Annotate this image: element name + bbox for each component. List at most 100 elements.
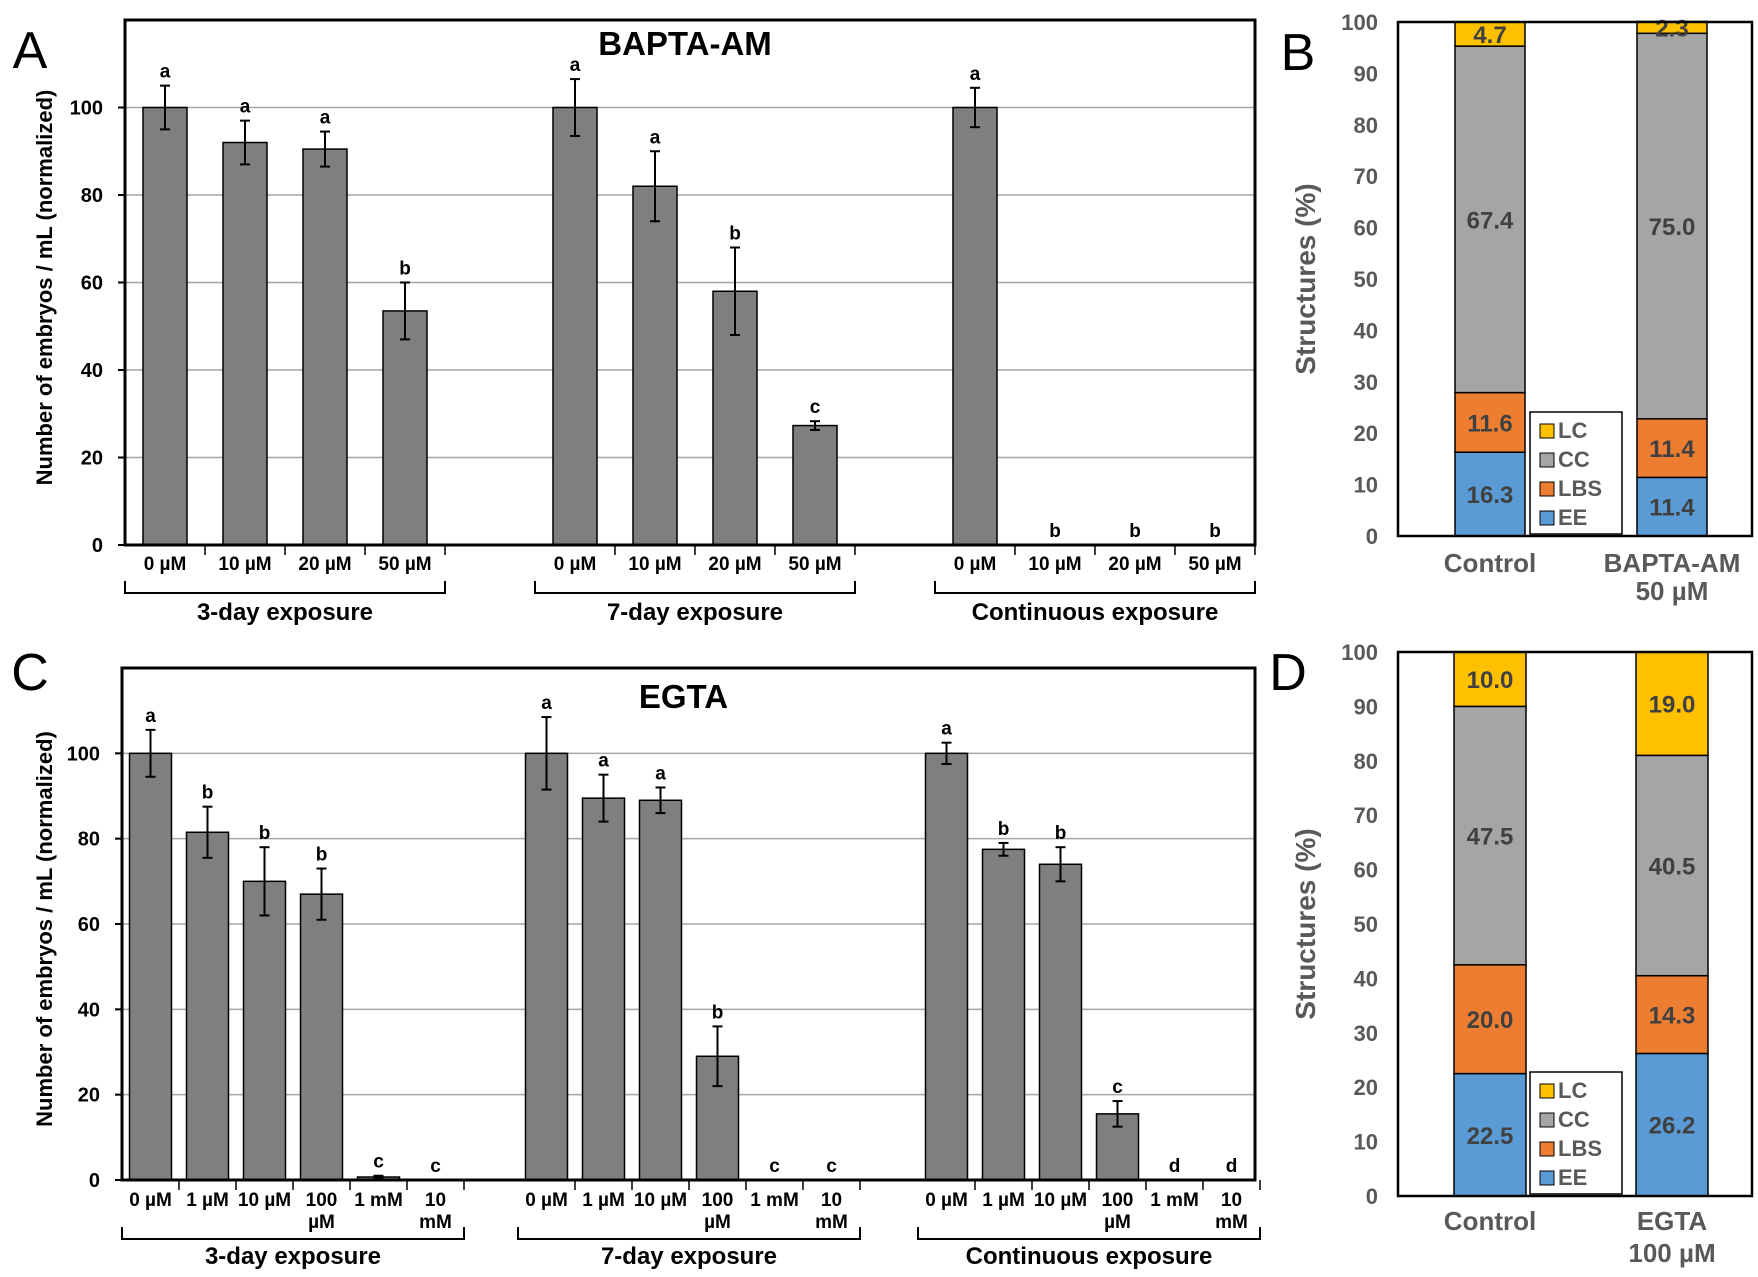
- significance-letter: b: [259, 823, 271, 844]
- stack-segment: [1453, 705, 1527, 966]
- plot-frame: [120, 666, 1257, 1182]
- legend-label: LBS: [1558, 476, 1602, 501]
- legend-label: CC: [1558, 1107, 1590, 1132]
- significance-letter: d: [1169, 1156, 1181, 1177]
- y-tick-label: 60: [1354, 216, 1378, 241]
- x-tick-label: mM: [1215, 1212, 1248, 1233]
- segment-label: 20.0: [1467, 1007, 1514, 1034]
- plot-frame: [1396, 650, 1754, 1198]
- x-tick-label: 50 µM: [1188, 554, 1241, 575]
- bar: [952, 106, 998, 546]
- significance-letter: a: [320, 108, 331, 129]
- x-category-label: Control: [1444, 1206, 1536, 1236]
- significance-letter: c: [810, 397, 821, 418]
- x-tick-label: 0 µM: [954, 554, 997, 575]
- significance-letter: c: [826, 1156, 837, 1177]
- x-category-label: Control: [1444, 548, 1536, 578]
- segment-label: 19.0: [1649, 692, 1696, 719]
- legend-label: CC: [1558, 447, 1590, 472]
- segment-label: 26.2: [1649, 1113, 1696, 1140]
- legend-swatch: [1539, 1170, 1555, 1186]
- significance-letter: b: [399, 259, 411, 280]
- y-tick-label: 20: [1354, 421, 1378, 446]
- stack-segment: [1635, 651, 1709, 757]
- stack-segment: [1635, 754, 1709, 977]
- group-label: Continuous exposure: [966, 1243, 1213, 1270]
- significance-letter: b: [729, 224, 741, 245]
- bar: [524, 752, 569, 1181]
- x-tick-label: 10 µM: [628, 554, 681, 575]
- y-tick-label: 60: [1354, 858, 1378, 883]
- bar: [299, 893, 344, 1181]
- y-tick-label: 20: [78, 1085, 100, 1107]
- x-tick-label: µM: [1104, 1212, 1131, 1233]
- y-tick-label: 80: [78, 829, 100, 851]
- y-axis-label: Structures (%): [1290, 183, 1321, 374]
- panel-letter: A: [13, 22, 48, 80]
- x-tick-label: 0 µM: [129, 1190, 172, 1211]
- y-tick-label: 70: [1354, 164, 1378, 189]
- x-tick-label: 1 mM: [750, 1190, 799, 1211]
- y-tick-label: 20: [81, 448, 103, 470]
- y-tick-label: 10: [1354, 473, 1378, 498]
- x-category-label: 50 µM: [1636, 576, 1709, 606]
- x-tick-label: 1 µM: [186, 1190, 229, 1211]
- bar: [981, 848, 1026, 1181]
- segment-label: 75.0: [1649, 214, 1696, 241]
- stack-segment: [1453, 1072, 1527, 1197]
- bar: [924, 752, 969, 1181]
- panel-letter: B: [1281, 24, 1316, 82]
- significance-letter: b: [1055, 823, 1067, 844]
- x-tick-label: 1 µM: [982, 1190, 1025, 1211]
- x-tick-label: 10 µM: [1034, 1190, 1087, 1211]
- x-tick-label: 1 mM: [354, 1190, 403, 1211]
- y-tick-label: 40: [1354, 318, 1378, 343]
- y-tick-label: 10: [1354, 1130, 1378, 1155]
- significance-letter: a: [240, 97, 251, 118]
- x-tick-label: 10 µM: [238, 1190, 291, 1211]
- bar: [185, 831, 230, 1181]
- y-axis-label: Number of embryos / mL (normalized): [32, 90, 57, 486]
- segment-label: 10.0: [1467, 667, 1514, 694]
- legend-label: EE: [1558, 1165, 1587, 1190]
- y-tick-label: 100: [1341, 10, 1378, 35]
- x-tick-label: µM: [308, 1212, 335, 1233]
- group-bracket: [517, 1227, 861, 1240]
- y-tick-label: 40: [1354, 966, 1378, 991]
- x-tick-label: µM: [704, 1212, 731, 1233]
- significance-letter: b: [1209, 521, 1221, 542]
- legend-swatch: [1539, 1141, 1555, 1157]
- stack-segment: [1454, 451, 1526, 537]
- legend-swatch: [1539, 423, 1555, 439]
- significance-letter: a: [570, 55, 581, 76]
- stack-segment: [1636, 418, 1708, 479]
- legend-swatch: [1539, 481, 1555, 497]
- significance-letter: a: [970, 64, 981, 85]
- segment-label: 14.3: [1649, 1003, 1696, 1030]
- significance-letter: a: [650, 127, 661, 148]
- y-tick-label: 30: [1354, 1021, 1378, 1046]
- group-bracket: [917, 1227, 1261, 1240]
- significance-letter: c: [769, 1156, 780, 1177]
- y-tick-label: 50: [1354, 267, 1378, 292]
- bar: [552, 106, 598, 546]
- x-tick-label: 10: [821, 1190, 842, 1211]
- group-label: Continuous exposure: [972, 599, 1219, 626]
- x-tick-label: 10 µM: [1028, 554, 1081, 575]
- legend-label: LBS: [1558, 1136, 1602, 1161]
- stack-segment: [1454, 391, 1526, 453]
- significance-letter: b: [316, 845, 328, 866]
- legend-swatch: [1539, 510, 1555, 526]
- x-tick-label: 100: [702, 1190, 734, 1211]
- significance-letter: c: [1112, 1077, 1123, 1098]
- significance-letter: a: [145, 706, 156, 727]
- segment-label: 4.7: [1473, 22, 1506, 49]
- chart-title: EGTA: [639, 678, 728, 715]
- y-tick-label: 80: [1354, 113, 1378, 138]
- significance-letter: a: [541, 693, 552, 714]
- significance-letter: c: [373, 1152, 384, 1173]
- x-tick-label: 20 µM: [298, 554, 351, 575]
- x-category-label: 100 µM: [1628, 1238, 1715, 1268]
- segment-label: 2.3: [1655, 15, 1688, 42]
- bar: [638, 799, 683, 1181]
